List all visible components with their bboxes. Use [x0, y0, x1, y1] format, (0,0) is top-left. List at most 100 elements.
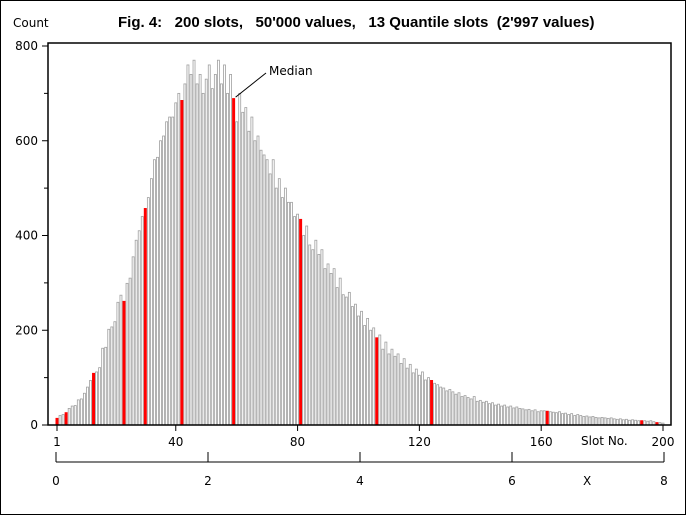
- histogram-bar: [67, 408, 71, 426]
- histogram-bar: [177, 92, 181, 426]
- histogram-bar: [518, 408, 522, 426]
- histogram-bar: [478, 399, 482, 426]
- histogram-bar: [226, 92, 229, 426]
- histogram-bar: [201, 92, 205, 426]
- histogram-bar: [241, 111, 245, 426]
- histogram-bar: [609, 417, 613, 426]
- histogram-bar: [347, 291, 351, 426]
- histogram-bar: [539, 410, 543, 426]
- quantile-bar: [299, 218, 303, 425]
- histogram-bar: [488, 403, 491, 426]
- histogram-bar: [454, 393, 458, 426]
- histogram-bar: [338, 277, 342, 426]
- histogram-bar: [293, 216, 296, 426]
- histogram-bar: [125, 282, 129, 426]
- histogram-bar: [296, 213, 299, 426]
- histogram-bar: [326, 263, 330, 426]
- histogram-bar: [615, 418, 619, 426]
- histogram-bar: [183, 83, 187, 426]
- histogram-bar: [244, 107, 248, 426]
- histogram-bar: [503, 404, 507, 426]
- histogram-bar: [235, 121, 239, 426]
- histogram-bar: [153, 159, 156, 426]
- histogram-bar: [591, 416, 595, 426]
- histogram-bar: [369, 329, 373, 426]
- histogram-bar: [140, 216, 144, 426]
- histogram-bar: [277, 178, 281, 426]
- histogram-bar: [290, 201, 293, 426]
- x-tick-label: 40: [168, 435, 183, 449]
- quantile-bar: [545, 410, 549, 425]
- histogram-bar: [466, 397, 470, 426]
- histogram-bar: [332, 268, 336, 426]
- histogram-bar: [220, 83, 223, 426]
- histogram-bar: [283, 187, 287, 426]
- histogram-bar: [494, 404, 497, 426]
- histogram-bar: [530, 410, 534, 426]
- quantile-bar: [64, 412, 68, 425]
- secondary-axis-tick-label: 8: [660, 474, 668, 488]
- histogram-bar: [189, 74, 193, 426]
- histogram-bar: [320, 249, 324, 426]
- histogram-bar: [606, 417, 610, 426]
- histogram-bar: [631, 419, 634, 426]
- x-tick-label: 80: [290, 435, 305, 449]
- x-axis-label: Slot No.: [581, 434, 628, 448]
- histogram-bar: [207, 64, 211, 426]
- histogram-bar: [308, 244, 312, 426]
- histogram-bar: [451, 391, 455, 426]
- histogram-bar: [302, 235, 306, 426]
- histogram-bar: [594, 417, 598, 426]
- histogram-bar: [500, 405, 504, 426]
- secondary-axis-tick-label: 0: [52, 474, 60, 488]
- histogram-bar: [411, 372, 415, 426]
- histogram-bar: [98, 367, 102, 426]
- quantile-bar: [180, 100, 184, 425]
- histogram-bar: [445, 390, 449, 426]
- chart-title: Fig. 4: 200 slots, 50'000 values, 13 Qua…: [118, 14, 595, 31]
- histogram-bar: [506, 406, 510, 426]
- histogram-bar: [558, 411, 561, 426]
- quantile-bar: [375, 337, 379, 425]
- histogram-bar: [515, 406, 519, 426]
- histogram-bar: [150, 178, 153, 426]
- histogram-bar: [567, 414, 570, 426]
- quantile-bar: [55, 417, 59, 425]
- histogram-bar: [265, 159, 269, 426]
- histogram-bar: [521, 408, 525, 426]
- histogram-bar: [171, 116, 175, 426]
- histogram-bar: [250, 116, 254, 426]
- histogram-bar: [548, 411, 552, 426]
- histogram-bar: [512, 407, 516, 426]
- histogram-bar: [174, 102, 178, 426]
- secondary-axis-label: X: [583, 474, 591, 488]
- histogram-bar: [475, 400, 479, 426]
- histogram-bar: [116, 301, 120, 426]
- histogram-bar: [472, 396, 476, 426]
- histogram-bar: [83, 392, 86, 426]
- median-pointer-line: [235, 72, 267, 98]
- histogram-bar: [561, 413, 564, 426]
- y-tick-label: 800: [15, 39, 38, 53]
- x-tick-label: 120: [408, 435, 431, 449]
- histogram-bar: [439, 386, 443, 426]
- histogram-bar: [509, 405, 513, 426]
- quantile-bar: [92, 372, 96, 425]
- quantile-bar: [430, 379, 434, 425]
- histogram-bar: [216, 59, 220, 426]
- histogram-bar: [223, 64, 226, 426]
- histogram-bar: [612, 418, 616, 426]
- histogram-bar: [622, 419, 625, 426]
- histogram-bar: [484, 400, 488, 426]
- histogram-bar: [573, 415, 577, 426]
- histogram-bar: [280, 197, 284, 426]
- histogram-bar: [247, 130, 251, 426]
- histogram-bar: [73, 405, 77, 426]
- histogram-bar: [408, 363, 412, 426]
- histogram-bar: [427, 377, 430, 426]
- histogram-bar: [424, 379, 427, 426]
- histogram-bar: [168, 116, 172, 426]
- histogram-bar: [350, 306, 354, 426]
- median-annotation: Median: [269, 64, 313, 78]
